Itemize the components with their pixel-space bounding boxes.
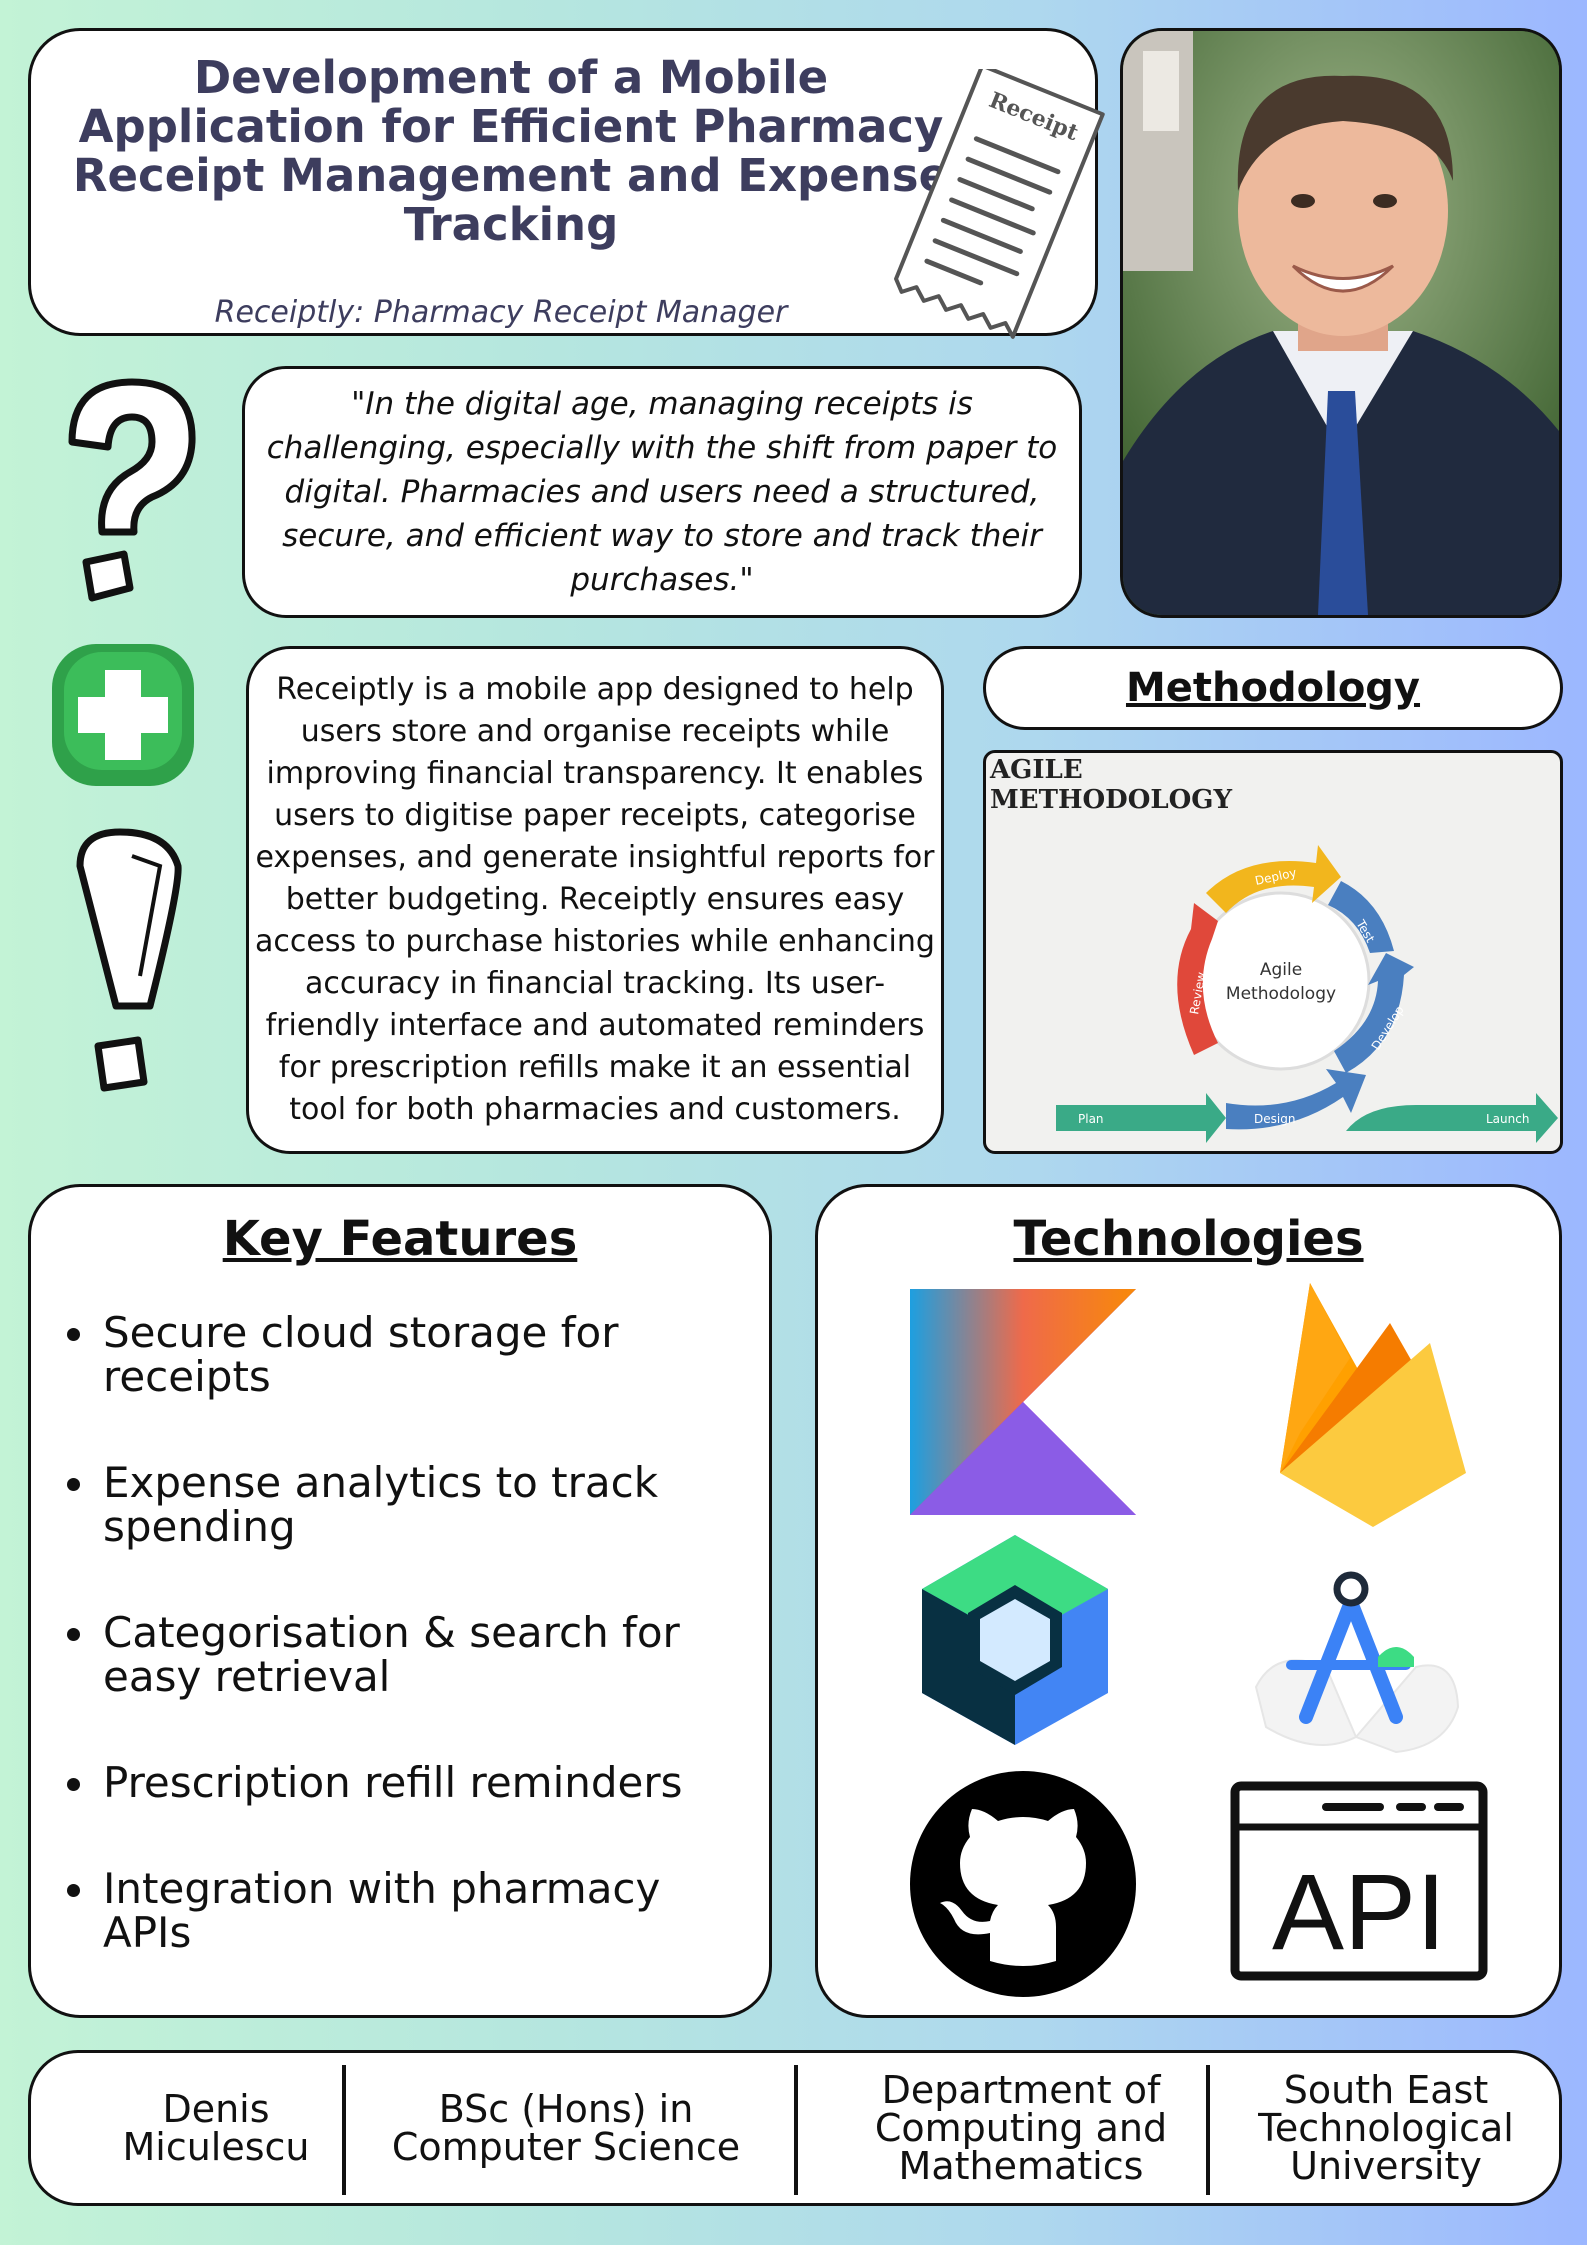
title-card: Development of a Mobile Application for … — [28, 28, 1105, 339]
app-description: Receiptly is a mobile app designed to he… — [255, 672, 935, 1127]
author-name: Denis Miculescu — [122, 2087, 310, 2169]
student-photo — [1120, 28, 1562, 618]
poster-subtitle: Receiptly: Pharmacy Receipt Manager — [214, 295, 788, 330]
feature-item: Prescription refill reminders — [61, 1761, 751, 1805]
pharmacy-cross-icon — [52, 644, 194, 786]
agile-center-label-2: Methodology — [1226, 984, 1336, 1004]
feature-item: Integration with pharmacy APIs — [61, 1867, 751, 1955]
agile-stage-launch: Launch — [1486, 1112, 1529, 1126]
department-name: Department of Computing and Mathematics — [874, 2068, 1168, 2188]
agile-cycle-chart: Agile Methodology Deploy Test Develop Re… — [1056, 845, 1558, 1143]
technologies-heading: Technologies — [1013, 1211, 1364, 1267]
feature-item: Secure cloud storage for receipts — [61, 1311, 751, 1399]
key-features-heading: Key Features — [222, 1211, 578, 1267]
methodology-heading: Methodology — [1125, 665, 1421, 711]
footer-divider — [1206, 2065, 1210, 2195]
university-name: South East Technological University — [1258, 2068, 1514, 2188]
key-features-list: Secure cloud storage for receipts Expens… — [61, 1311, 751, 2017]
question-mark-icon — [68, 378, 196, 602]
receipt-icon: Receipt — [894, 69, 1105, 339]
poster-title: Development of a Mobile Application for … — [72, 51, 950, 251]
technologies-card: Technologies — [815, 1184, 1562, 2018]
android-studio-logo-icon — [1254, 1571, 1460, 1754]
agile-center-label: Agile — [1260, 960, 1302, 980]
firebase-logo-icon — [1280, 1283, 1466, 1527]
api-icon: API — [1230, 1781, 1488, 1981]
footer-card: Denis Miculescu BSc (Hons) in Computer S… — [28, 2050, 1562, 2206]
feature-item: Categorisation & search for easy retriev… — [61, 1611, 751, 1699]
footer-divider — [342, 2065, 346, 2195]
agile-diagram: AGILE METHODOLOGY Agile Methodology Depl… — [983, 750, 1563, 1154]
student-portrait-icon — [1123, 31, 1559, 615]
methodology-heading-card: Methodology — [983, 646, 1563, 730]
description-card: Receiptly is a mobile app designed to he… — [246, 646, 944, 1154]
degree-name: BSc (Hons) in Computer Science — [391, 2087, 741, 2169]
feature-item: Expense analytics to track spending — [61, 1461, 751, 1549]
footer-divider — [794, 2065, 798, 2195]
agile-diagram-title: AGILE METHODOLOGY — [990, 755, 1233, 815]
github-logo-icon — [910, 1771, 1136, 1997]
api-label: API — [1272, 1851, 1446, 1972]
key-features-card: Key Features Secure cloud storage for re… — [28, 1184, 772, 2018]
agile-stage-design: Design — [1254, 1112, 1295, 1126]
agile-stage-plan: Plan — [1078, 1112, 1104, 1126]
jetpack-compose-logo-icon — [922, 1535, 1108, 1745]
kotlin-logo-icon — [910, 1289, 1136, 1515]
exclamation-mark-icon — [76, 828, 182, 1092]
quote-card: "In the digital age, managing receipts i… — [242, 366, 1082, 618]
problem-quote: "In the digital age, managing receipts i… — [266, 386, 1058, 598]
